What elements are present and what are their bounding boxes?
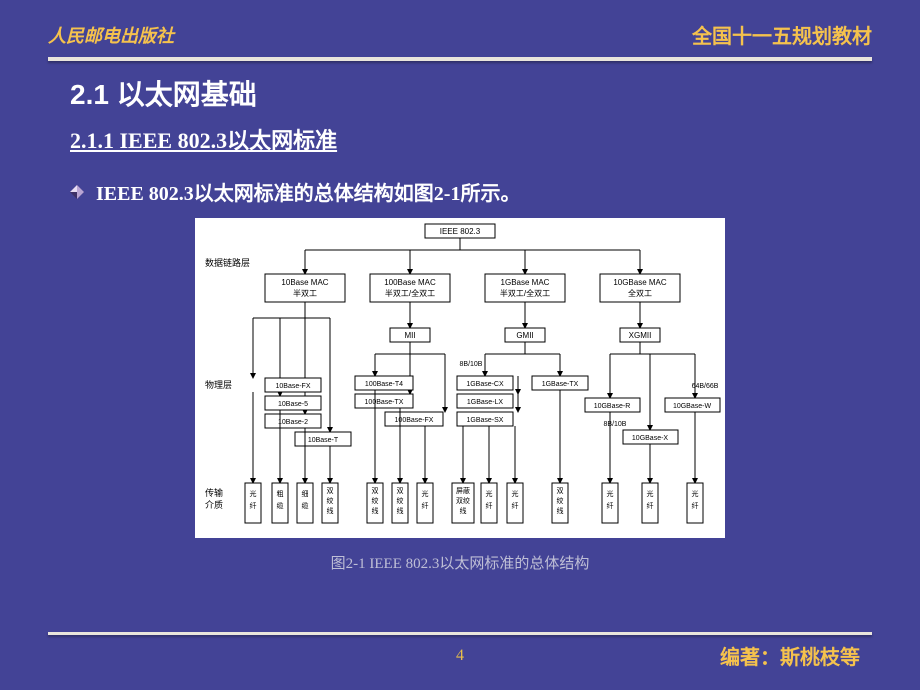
svg-text:10Base-5: 10Base-5 (278, 401, 308, 408)
svg-text:1GBase MAC: 1GBase MAC (501, 278, 550, 287)
svg-text:10GBase MAC: 10GBase MAC (613, 278, 667, 287)
svg-text:半双工/全双工: 半双工/全双工 (385, 288, 435, 298)
content-area: 2.1 以太网基础 2.1.1 IEEE 802.3以太网标准 IEEE 802… (0, 61, 920, 573)
section-subtitle: 2.1.1 IEEE 802.3以太网标准 (70, 123, 850, 155)
svg-text:1GBase-LX: 1GBase-LX (467, 399, 504, 406)
svg-text:线: 线 (557, 506, 564, 515)
svg-text:8B/10B: 8B/10B (460, 361, 483, 368)
figure-caption: 图2-1 IEEE 802.3以太网标准的总体结构 (70, 552, 850, 573)
svg-text:光: 光 (692, 489, 699, 498)
mac-box-100: 100Base MAC 半双工/全双工 (370, 274, 450, 302)
svg-text:绞: 绞 (372, 496, 379, 505)
svg-text:粗: 粗 (277, 489, 284, 498)
mac-box-10g: 10GBase MAC 全双工 (600, 274, 680, 302)
svg-text:光: 光 (607, 489, 614, 498)
svg-text:光: 光 (486, 489, 493, 498)
svg-text:10Base-FX: 10Base-FX (275, 383, 310, 390)
svg-text:纤: 纤 (250, 501, 257, 510)
svg-text:100Base MAC: 100Base MAC (384, 278, 436, 287)
svg-text:线: 线 (327, 506, 334, 515)
svg-text:1GBase-TX: 1GBase-TX (542, 381, 579, 388)
page-number: 4 (456, 647, 464, 665)
svg-text:线: 线 (397, 506, 404, 515)
svg-text:双: 双 (397, 487, 404, 495)
layer-label-datalink: 数据链路层 (205, 257, 250, 268)
layer-label-physical: 物理层 (205, 379, 232, 390)
svg-text:64B/66B: 64B/66B (692, 383, 719, 390)
diagram-container: .bx{fill:#fff;stroke:#000;stroke-width:1… (195, 218, 725, 538)
svg-text:纤: 纤 (486, 501, 493, 510)
svg-text:双: 双 (372, 487, 379, 495)
media-10: 光纤 粗缆 细缆 双绞线 (245, 483, 338, 523)
svg-text:10GBase-R: 10GBase-R (594, 403, 631, 410)
svg-text:半双工: 半双工 (293, 288, 317, 298)
svg-text:线: 线 (460, 506, 467, 515)
root-label: IEEE 802.3 (440, 227, 481, 236)
svg-text:半双工/全双工: 半双工/全双工 (500, 288, 550, 298)
divider-bottom (48, 632, 872, 635)
media-100: 双绞线 双绞线 光纤 (367, 483, 433, 523)
svg-text:1GBase-CX: 1GBase-CX (466, 381, 504, 388)
svg-text:XGMII: XGMII (629, 331, 652, 340)
svg-text:光: 光 (422, 489, 429, 498)
layer-label-media-2: 介质 (205, 499, 223, 510)
svg-text:8B/10B: 8B/10B (604, 421, 627, 428)
media-10g: 光纤 光纤 光纤 (602, 483, 703, 523)
svg-text:纤: 纤 (607, 501, 614, 510)
svg-text:绞: 绞 (557, 496, 564, 505)
svg-text:10Base-2: 10Base-2 (278, 419, 308, 426)
svg-text:双: 双 (557, 487, 564, 495)
header: 人民邮电出版社 全国十一五规划教材 (0, 0, 920, 57)
svg-text:绞: 绞 (327, 496, 334, 505)
author-label: 编著：斯桃枝等 (720, 641, 860, 670)
svg-text:100Base-T4: 100Base-T4 (365, 381, 403, 388)
svg-text:屏蔽: 屏蔽 (456, 486, 470, 495)
svg-text:双绞: 双绞 (456, 496, 470, 505)
ieee-diagram: .bx{fill:#fff;stroke:#000;stroke-width:1… (195, 218, 725, 538)
mac-box-1g: 1GBase MAC 半双工/全双工 (485, 274, 565, 302)
svg-text:细: 细 (302, 489, 309, 498)
svg-text:全双工: 全双工 (628, 288, 652, 298)
svg-text:1GBase-SX: 1GBase-SX (467, 417, 504, 424)
footer: 4 编著：斯桃枝等 (0, 632, 920, 670)
svg-text:纤: 纤 (647, 501, 654, 510)
media-1g: 屏蔽双绞线 光纤 光纤 双绞线 (452, 483, 568, 523)
svg-text:缆: 缆 (277, 501, 284, 510)
svg-text:10Base MAC: 10Base MAC (281, 278, 328, 287)
svg-text:光: 光 (250, 489, 257, 498)
series-label: 全国十一五规划教材 (692, 20, 872, 49)
svg-text:光: 光 (512, 489, 519, 498)
bullet-text: IEEE 802.3以太网标准的总体结构如图2-1所示。 (96, 177, 520, 206)
section-title: 2.1 以太网基础 (70, 73, 850, 113)
svg-text:纤: 纤 (422, 501, 429, 510)
layer-label-media-1: 传输 (205, 487, 223, 498)
svg-text:MII: MII (404, 331, 415, 340)
diamond-icon (70, 185, 84, 199)
svg-text:10GBase-X: 10GBase-X (632, 435, 669, 442)
svg-text:GMII: GMII (516, 331, 533, 340)
svg-text:缆: 缆 (302, 501, 309, 510)
svg-text:双: 双 (327, 487, 334, 495)
svg-text:10Base-T: 10Base-T (308, 437, 339, 444)
svg-text:线: 线 (372, 506, 379, 515)
bullet-row: IEEE 802.3以太网标准的总体结构如图2-1所示。 (70, 177, 850, 206)
svg-text:100Base-TX: 100Base-TX (365, 399, 404, 406)
svg-text:光: 光 (647, 489, 654, 498)
svg-text:纤: 纤 (692, 501, 699, 510)
svg-text:绞: 绞 (397, 496, 404, 505)
mac-box-10: 10Base MAC 半双工 (265, 274, 345, 302)
publisher-label: 人民邮电出版社 (48, 22, 174, 48)
svg-text:10GBase-W: 10GBase-W (673, 403, 712, 410)
svg-text:纤: 纤 (512, 501, 519, 510)
